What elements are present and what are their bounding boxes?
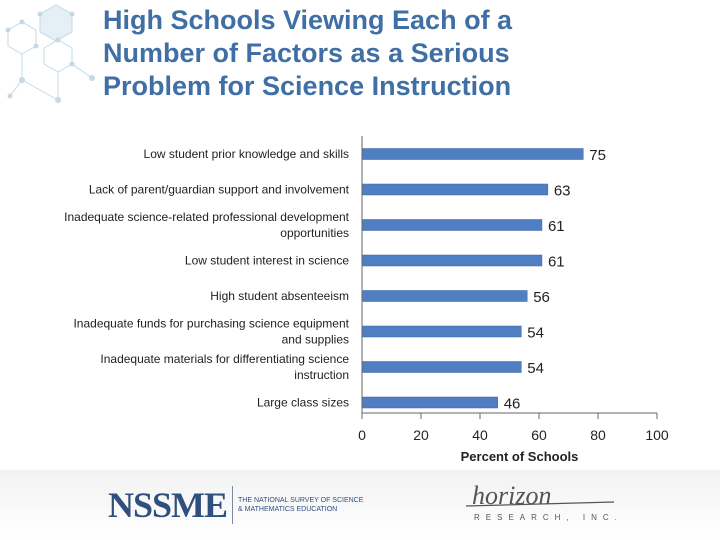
bar [361, 183, 549, 196]
bar [361, 361, 522, 373]
data-label: 75 [589, 147, 606, 164]
bar [361, 148, 584, 160]
nssme-logo-divider [232, 486, 234, 524]
x-tick-label: 60 [531, 427, 547, 443]
category-label: Inadequate funds for purchasing science … [73, 317, 349, 347]
category-label: Large class sizes [257, 396, 349, 410]
nssme-logo-word: NSSME [108, 485, 228, 525]
category-label: Low student interest in science [185, 254, 349, 268]
x-tick-label: 100 [645, 427, 669, 443]
bar [361, 396, 498, 409]
category-label: Inadequate science-related professional … [64, 210, 350, 240]
x-tick-label: 40 [472, 427, 488, 443]
x-tick-label: 20 [413, 427, 429, 443]
horizon-logo-swash [466, 501, 615, 507]
x-axis-title: Percent of Schools [461, 449, 579, 464]
data-label: 63 [554, 183, 571, 200]
nssme-logo: NSSME The National Survey of Science & M… [108, 484, 368, 526]
bar [361, 219, 543, 231]
category-label: Lack of parent/guardian support and invo… [89, 183, 350, 197]
data-label: 54 [527, 360, 544, 377]
bar [361, 325, 522, 338]
chart-title: High Schools Viewing Each of a Number of… [103, 4, 703, 103]
category-label: Inadequate materials for differentiating… [100, 352, 349, 382]
hexagon-network-decoration [5, 4, 95, 103]
bar [361, 254, 543, 267]
x-tick-label: 0 [358, 427, 366, 443]
data-label: 54 [527, 325, 544, 342]
chart-title-line-1: High Schools Viewing Each of a [103, 5, 513, 35]
data-label: 61 [548, 254, 565, 271]
bar [361, 290, 528, 302]
x-tick-label: 80 [590, 427, 606, 443]
data-label: 56 [533, 289, 550, 306]
category-label: Low student prior knowledge and skills [144, 147, 349, 161]
nssme-logo-subtitle: The National Survey of Science & Mathema… [238, 497, 364, 513]
chart-title-line-2: Number of Factors as a Serious [103, 38, 510, 68]
horizon-research-logo: horizon RESEARCH, INC. [466, 482, 616, 522]
bar-chart: 75 Low student prior knowledge and skills… [64, 136, 669, 464]
category-label: High student absenteeism [210, 289, 349, 303]
chart-title-line-3: Problem for Science Instruction [103, 71, 512, 101]
footer-band [0, 470, 720, 540]
data-label: 46 [504, 396, 521, 413]
horizon-logo-subtitle: RESEARCH, INC. [474, 513, 616, 522]
data-label: 61 [548, 218, 565, 235]
